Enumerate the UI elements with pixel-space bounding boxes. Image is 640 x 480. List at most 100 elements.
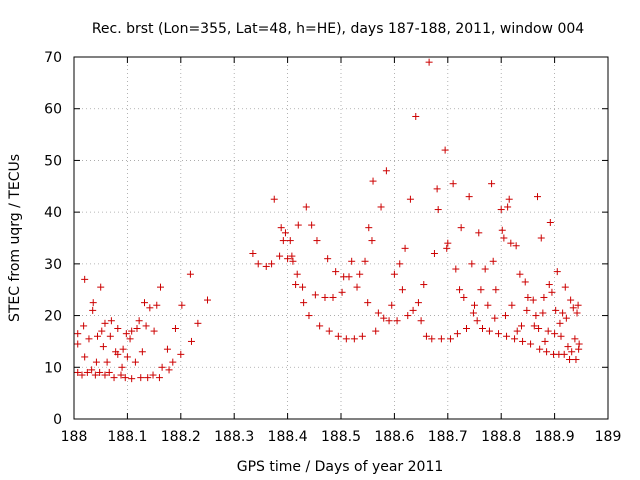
data-point bbox=[103, 358, 111, 366]
data-point bbox=[434, 206, 442, 214]
data-point bbox=[568, 348, 576, 356]
data-point bbox=[556, 319, 564, 327]
data-point bbox=[557, 332, 565, 340]
chart-title: Rec. brst (Lon=355, Lat=48, h=HE), days … bbox=[92, 21, 584, 37]
data-point bbox=[270, 195, 278, 203]
x-tick-label: 188.5 bbox=[321, 429, 361, 445]
data-point bbox=[471, 301, 478, 309]
data-point bbox=[262, 262, 270, 270]
data-point bbox=[540, 293, 548, 301]
data-point bbox=[169, 358, 177, 366]
data-point bbox=[536, 345, 544, 353]
data-point bbox=[80, 322, 88, 330]
data-point bbox=[551, 330, 559, 338]
data-point bbox=[204, 296, 211, 304]
data-point bbox=[517, 322, 525, 330]
data-point bbox=[543, 348, 551, 356]
x-tick-label: 188.9 bbox=[535, 429, 575, 445]
data-point bbox=[428, 335, 436, 343]
data-point bbox=[545, 281, 553, 289]
data-point bbox=[571, 335, 579, 343]
data-point bbox=[535, 325, 543, 332]
data-point bbox=[477, 286, 485, 294]
data-point bbox=[569, 304, 577, 312]
data-point bbox=[485, 327, 493, 335]
data-point bbox=[163, 345, 171, 353]
data-point bbox=[254, 260, 262, 268]
data-point bbox=[281, 229, 289, 237]
data-point bbox=[417, 317, 425, 325]
data-point bbox=[498, 226, 506, 234]
data-point bbox=[149, 371, 157, 379]
data-point bbox=[83, 368, 91, 376]
x-tick-label: 188.6 bbox=[374, 429, 414, 445]
data-point bbox=[128, 375, 136, 383]
data-point bbox=[142, 322, 150, 330]
data-point bbox=[308, 221, 316, 229]
data-point bbox=[121, 374, 129, 382]
data-point bbox=[299, 283, 307, 291]
data-point bbox=[178, 301, 186, 309]
data-point bbox=[377, 203, 385, 211]
data-point bbox=[133, 325, 141, 332]
data-point bbox=[144, 374, 152, 382]
data-point bbox=[573, 309, 581, 317]
data-point bbox=[81, 353, 89, 361]
data-point bbox=[85, 335, 93, 343]
y-axis-label: STEC from uqrg / TECUs bbox=[7, 154, 23, 322]
data-point bbox=[537, 234, 545, 242]
data-point bbox=[529, 296, 537, 304]
data-point bbox=[475, 229, 483, 237]
data-point bbox=[530, 322, 538, 330]
data-point bbox=[404, 312, 412, 320]
data-point bbox=[98, 327, 106, 335]
data-point bbox=[503, 332, 511, 340]
data-point bbox=[513, 327, 521, 335]
data-point bbox=[548, 288, 556, 296]
x-tick-label: 188.1 bbox=[107, 429, 147, 445]
data-point bbox=[187, 337, 195, 345]
data-point bbox=[572, 356, 580, 364]
data-point bbox=[457, 224, 465, 232]
data-point bbox=[329, 293, 337, 301]
data-point bbox=[334, 332, 342, 340]
data-point bbox=[564, 343, 572, 351]
x-tick-label: 188.7 bbox=[428, 429, 468, 445]
data-point bbox=[107, 317, 115, 325]
data-point bbox=[390, 270, 398, 278]
data-point bbox=[321, 293, 329, 301]
data-point bbox=[546, 218, 554, 226]
data-point bbox=[313, 237, 321, 245]
data-point bbox=[523, 306, 531, 314]
x-tick-label: 188 bbox=[61, 429, 88, 445]
data-point bbox=[544, 327, 552, 335]
data-point bbox=[500, 234, 508, 242]
data-point bbox=[382, 167, 390, 175]
y-tick-labels: 0 10 20 30 40 50 60 70 bbox=[44, 50, 62, 428]
y-tick-label: 60 bbox=[44, 102, 62, 118]
data-point bbox=[177, 350, 185, 358]
data-point bbox=[294, 221, 302, 229]
x-tick-label: 188.3 bbox=[214, 429, 254, 445]
data-point bbox=[372, 327, 380, 335]
data-point bbox=[249, 250, 257, 258]
data-point bbox=[114, 350, 122, 358]
data-point bbox=[575, 340, 583, 348]
data-point bbox=[74, 330, 82, 338]
data-point bbox=[325, 327, 333, 335]
data-point bbox=[96, 368, 104, 376]
data-point bbox=[412, 112, 420, 120]
data-point bbox=[91, 371, 99, 379]
data-point bbox=[501, 312, 509, 320]
data-point bbox=[131, 358, 139, 366]
data-point bbox=[153, 301, 161, 309]
data-point bbox=[158, 363, 166, 371]
data-point bbox=[414, 299, 422, 307]
data-point bbox=[380, 314, 388, 322]
data-point bbox=[452, 265, 460, 273]
data-point bbox=[99, 343, 107, 351]
data-point bbox=[122, 330, 130, 338]
data-point bbox=[118, 363, 126, 371]
data-point bbox=[437, 335, 445, 343]
data-point bbox=[361, 257, 369, 265]
